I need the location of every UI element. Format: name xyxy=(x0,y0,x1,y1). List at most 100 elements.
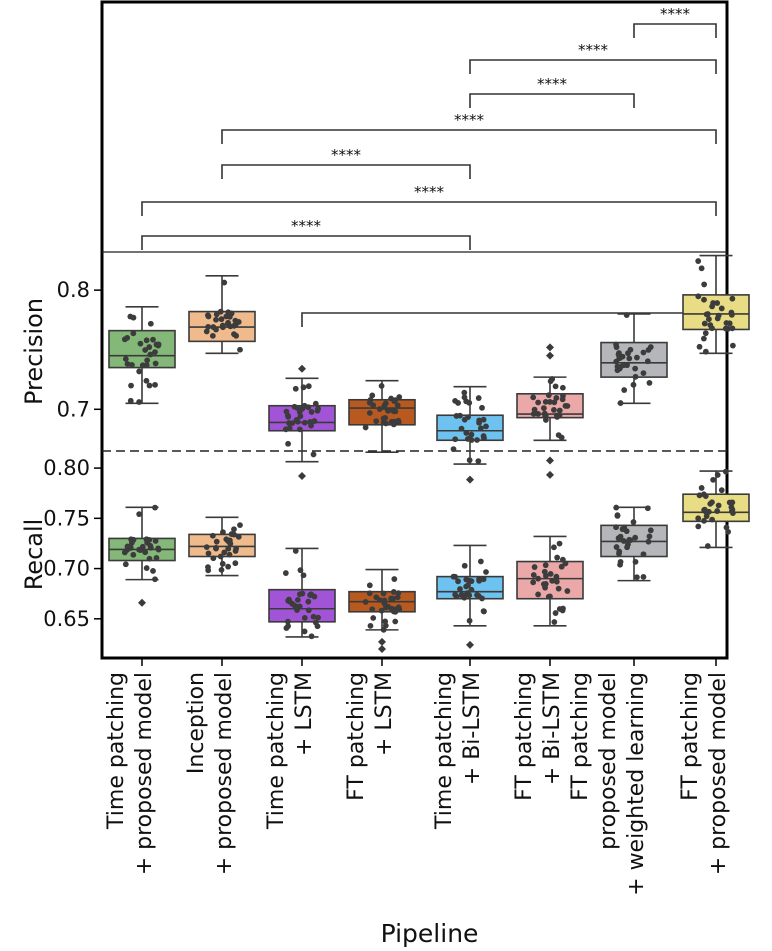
sample-point xyxy=(466,592,473,599)
sample-point xyxy=(130,330,137,337)
sample-point xyxy=(142,549,149,556)
outlier-point xyxy=(466,640,474,649)
sample-point xyxy=(310,613,317,620)
sample-point xyxy=(723,524,730,531)
significance-bracket xyxy=(301,312,717,327)
sample-point xyxy=(709,303,716,310)
sample-point xyxy=(613,524,619,531)
sample-point xyxy=(549,577,556,584)
sample-point xyxy=(535,411,542,417)
sample-point xyxy=(466,435,473,442)
recall-axis-label: Recall xyxy=(20,519,48,591)
sample-point xyxy=(709,499,715,506)
sample-point xyxy=(632,534,639,541)
sample-point xyxy=(205,550,212,557)
sample-point xyxy=(701,506,708,513)
sample-point xyxy=(632,558,639,565)
sample-point xyxy=(553,578,560,585)
sample-point xyxy=(301,614,308,621)
sample-point xyxy=(124,361,131,367)
sample-point xyxy=(366,410,373,416)
sample-point xyxy=(465,414,471,420)
sample-point xyxy=(225,545,232,552)
sample-point xyxy=(552,383,559,390)
sample-point xyxy=(560,392,566,399)
sample-point xyxy=(531,406,538,413)
sample-point xyxy=(152,504,158,511)
sample-point xyxy=(704,543,711,549)
recall-box-2 xyxy=(188,516,256,577)
sample-point xyxy=(221,279,228,286)
significance-label: **** xyxy=(331,146,362,164)
sample-point xyxy=(155,342,162,349)
sample-point xyxy=(127,397,134,404)
sample-point xyxy=(144,539,151,546)
sample-point xyxy=(155,545,162,552)
outlier-point xyxy=(546,456,554,465)
sample-point xyxy=(139,543,146,550)
sample-point xyxy=(457,586,463,592)
sample-point xyxy=(231,331,237,338)
sample-point xyxy=(226,551,233,558)
y-tick-label: 0.65 xyxy=(43,607,90,631)
sample-point xyxy=(218,316,225,323)
significance-bracket: **** xyxy=(141,183,717,216)
sample-point xyxy=(461,562,468,569)
sample-point xyxy=(213,311,220,318)
sample-point xyxy=(701,320,708,327)
sample-point xyxy=(480,416,487,423)
y-tick-label: 0.8 xyxy=(57,278,90,302)
x-tick-label: FT patching xyxy=(568,672,593,801)
significance-label: **** xyxy=(414,183,445,201)
sample-point xyxy=(205,323,212,330)
sample-point xyxy=(696,343,703,350)
sample-point xyxy=(466,577,473,584)
sample-point xyxy=(626,536,633,543)
sample-point xyxy=(153,555,160,561)
sample-point xyxy=(300,572,307,579)
sample-point xyxy=(626,355,633,362)
sample-point xyxy=(388,595,394,602)
sample-point xyxy=(284,618,291,625)
sample-point xyxy=(369,606,376,613)
sample-point xyxy=(461,594,468,601)
sample-point xyxy=(315,405,321,412)
sample-point xyxy=(232,548,239,554)
significance-label: **** xyxy=(454,111,485,129)
sample-point xyxy=(620,538,627,544)
sample-point xyxy=(366,399,373,406)
sample-point xyxy=(530,579,537,586)
sample-point xyxy=(623,312,630,318)
sample-point xyxy=(380,415,387,422)
sample-point xyxy=(725,528,731,535)
significance-label: **** xyxy=(291,217,322,235)
sample-point xyxy=(220,529,226,536)
significance-bracket: **** xyxy=(141,217,471,250)
sample-point xyxy=(700,335,707,342)
sample-point xyxy=(203,544,210,551)
sample-point xyxy=(623,528,630,535)
sample-point xyxy=(221,549,228,556)
sample-point xyxy=(617,400,624,406)
sample-point xyxy=(547,570,554,577)
sample-point xyxy=(225,319,232,326)
sample-point xyxy=(301,419,308,426)
sample-point xyxy=(480,608,487,615)
sample-point xyxy=(205,567,212,574)
x-tick-label: + proposed model xyxy=(132,672,157,875)
sample-point xyxy=(458,425,465,432)
sample-point xyxy=(562,403,569,409)
sample-point xyxy=(714,508,721,514)
sample-point xyxy=(237,346,243,353)
sample-point xyxy=(474,437,480,443)
sample-point xyxy=(152,349,158,355)
sample-point xyxy=(235,533,242,540)
sample-point xyxy=(559,556,566,563)
sample-point xyxy=(530,572,537,578)
sample-point xyxy=(466,399,473,406)
sample-point xyxy=(465,582,471,589)
sample-point xyxy=(150,336,156,343)
sample-point xyxy=(388,418,395,425)
sample-point xyxy=(461,389,468,396)
sample-point xyxy=(121,336,128,343)
